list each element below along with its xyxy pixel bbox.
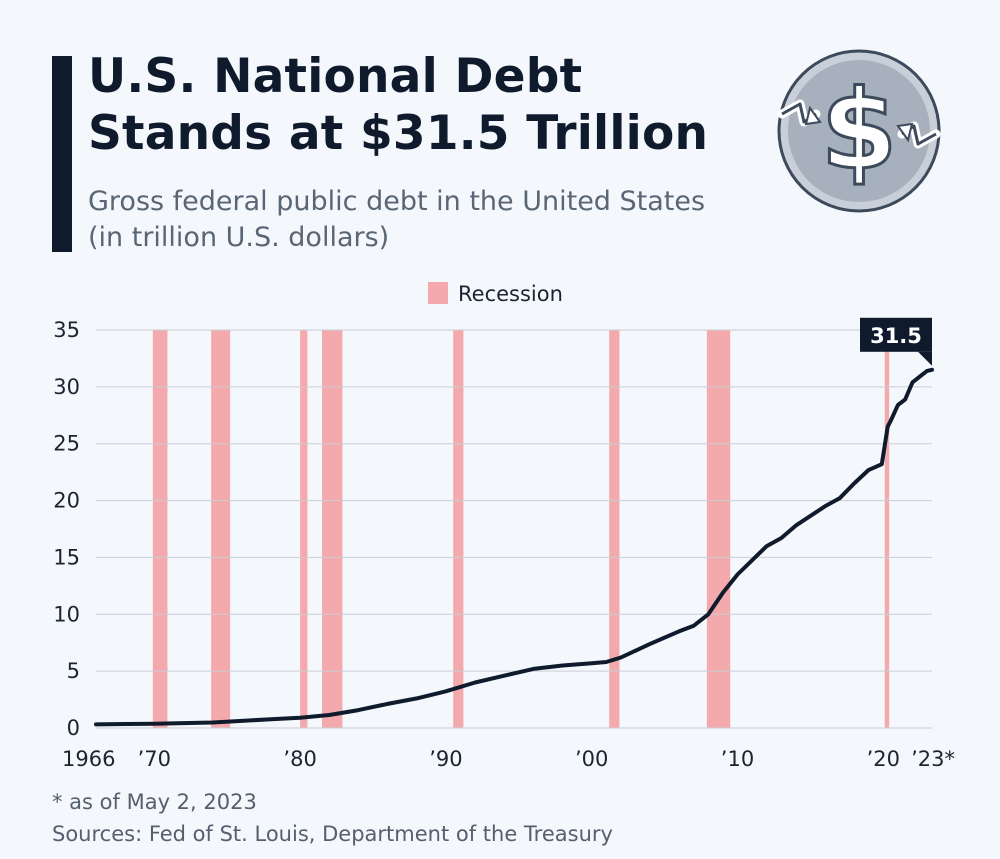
title-accent-bar — [52, 56, 72, 252]
x-tick-label: ’00 — [575, 747, 608, 771]
y-tick-label: 5 — [67, 659, 80, 683]
debt-chart: 0 5 10 15 20 25 30 35 1966 ’70 ’80 ’90 ’00 ’10 ’20 ’23*… — [53, 282, 955, 771]
x-tick-label: ’80 — [283, 747, 316, 771]
y-tick-label: 20 — [53, 489, 80, 513]
title-line-1: U.S. National Debt — [88, 49, 583, 104]
recession-band — [453, 330, 464, 728]
y-tick-label: 15 — [53, 545, 80, 569]
callout-box — [860, 317, 932, 352]
callout-label: 31.5 — [870, 324, 922, 348]
legend-label-recession: Recession — [458, 282, 563, 306]
y-tick-label: 25 — [53, 432, 80, 456]
subtitle-line-1: Gross federal public debt in the United … — [88, 186, 706, 217]
x-tick-label: ’70 — [138, 747, 171, 771]
y-tick-label: 30 — [53, 375, 80, 399]
x-tick-label: ’10 — [721, 747, 754, 771]
recession-band — [706, 330, 731, 728]
x-tick-label: 1966 — [62, 747, 115, 771]
page-subtitle: Gross federal public debt in the United … — [88, 184, 788, 256]
recession-band — [152, 330, 168, 728]
y-tick-label: 10 — [53, 602, 80, 626]
callout-pointer — [918, 351, 932, 366]
debt-series-line — [94, 367, 934, 727]
x-tick-label: ’90 — [429, 747, 462, 771]
subtitle-line-2: (in trillion U.S. dollars) — [88, 222, 390, 253]
recession-band — [300, 330, 308, 728]
recession-band — [884, 330, 890, 728]
legend-swatch-recession — [428, 282, 448, 304]
svg-text:$: $ — [821, 66, 898, 194]
title-line-2: Stands at $31.5 Trillion — [88, 106, 709, 161]
x-tick-label: ’20 — [867, 747, 900, 771]
sources-note: Sources: Fed of St. Louis, Department of… — [52, 822, 613, 846]
footnote: * as of May 2, 2023 — [52, 790, 257, 814]
x-tick-label: ’23* — [911, 747, 955, 771]
page-title: U.S. National Debt Stands at $31.5 Trill… — [88, 48, 748, 162]
y-tick-label: 0 — [67, 716, 80, 740]
dollar-sign-icon: $ — [777, 49, 941, 213]
recession-band — [321, 330, 343, 728]
y-tick-label: 35 — [53, 318, 80, 342]
recession-band — [211, 330, 231, 728]
recession-band — [609, 330, 620, 728]
